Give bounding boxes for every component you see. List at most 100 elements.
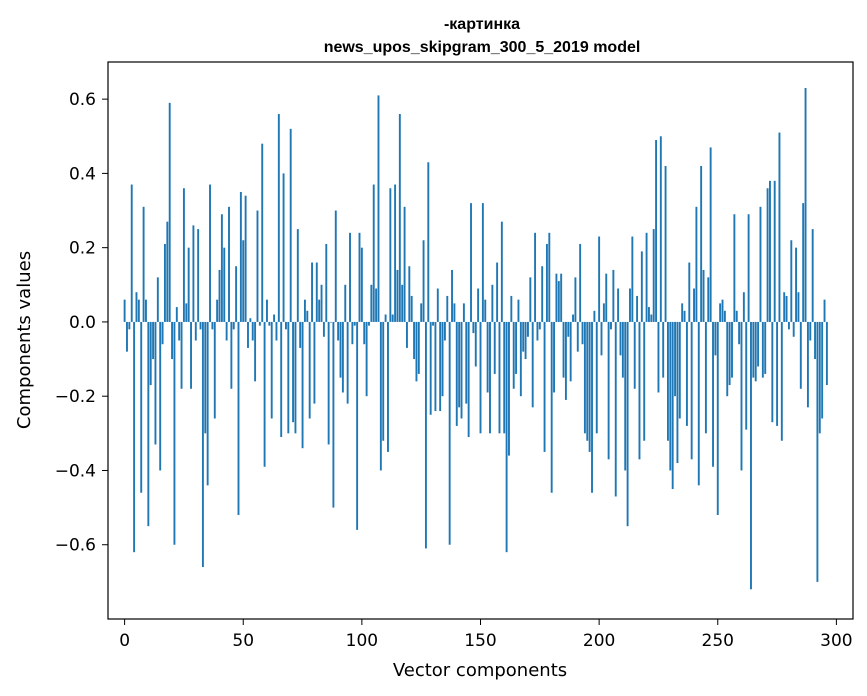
bar (403, 206, 406, 322)
bar (206, 321, 209, 486)
bar (510, 295, 513, 322)
bar (292, 321, 295, 423)
bar (330, 321, 332, 323)
bar (443, 321, 446, 341)
bar (344, 284, 347, 322)
bar (780, 321, 783, 441)
bar (648, 307, 650, 322)
bar (197, 229, 200, 322)
bar (152, 321, 155, 360)
bar (413, 321, 416, 360)
bar (605, 273, 608, 322)
bar (154, 321, 157, 445)
bar (617, 288, 620, 322)
bar (536, 321, 539, 341)
bar (576, 321, 579, 352)
bar (795, 247, 798, 322)
bar (757, 321, 760, 367)
bar (600, 321, 603, 356)
bar (652, 229, 655, 322)
bar (581, 321, 584, 345)
bar (453, 303, 456, 322)
bar (424, 321, 427, 549)
bar (676, 321, 679, 464)
bar (712, 321, 714, 467)
bar (531, 321, 534, 408)
bar (349, 232, 351, 322)
bar (377, 95, 380, 322)
bar (517, 299, 520, 322)
bar (299, 321, 302, 348)
bar (572, 314, 574, 322)
bar (434, 321, 437, 412)
bar (645, 232, 648, 322)
bar (621, 321, 624, 378)
bar (816, 321, 819, 582)
bar (128, 321, 131, 330)
bar (123, 299, 126, 322)
bar (785, 295, 788, 322)
bar (640, 251, 643, 322)
bar (709, 147, 712, 322)
bar (591, 321, 593, 493)
bar (612, 269, 615, 322)
bar (408, 266, 411, 322)
bar (254, 321, 257, 382)
bar (583, 321, 586, 434)
bar (320, 284, 323, 322)
bar (624, 321, 627, 471)
bar (282, 173, 285, 322)
bar (270, 321, 273, 419)
bar (731, 321, 733, 378)
bar (199, 321, 202, 330)
bar (541, 266, 544, 322)
bar (555, 273, 558, 322)
bar (598, 236, 601, 322)
bar (339, 321, 342, 378)
bar (515, 321, 518, 374)
bar (244, 195, 247, 322)
bar (491, 284, 494, 322)
bar (422, 240, 425, 322)
bar (493, 321, 496, 374)
y-tick-label: −0.4 (55, 461, 96, 481)
bar (294, 321, 297, 434)
bar (137, 299, 140, 322)
bar (429, 321, 432, 415)
bar (671, 321, 674, 490)
bar (567, 321, 570, 337)
bar (735, 310, 738, 322)
bar (574, 277, 577, 322)
bar (173, 321, 176, 545)
bar (171, 321, 174, 360)
bar (825, 321, 828, 386)
bar (524, 321, 527, 360)
bar (529, 277, 532, 322)
bar (285, 321, 287, 330)
bar (187, 247, 190, 322)
bar (619, 321, 622, 356)
bar (126, 321, 128, 352)
bar (486, 321, 489, 393)
bar (693, 288, 695, 322)
bar (401, 284, 404, 322)
bar (190, 321, 192, 389)
bar (441, 321, 444, 397)
bar (142, 206, 145, 322)
bar (460, 321, 463, 419)
bar (588, 321, 591, 452)
bar (356, 321, 359, 530)
bar (249, 318, 252, 322)
bar (213, 321, 216, 419)
bar (363, 321, 366, 345)
bar (674, 321, 677, 397)
bar (519, 321, 522, 397)
bar (695, 206, 698, 322)
bar (783, 292, 786, 322)
bar (296, 229, 299, 322)
bar (690, 321, 693, 460)
bar (659, 136, 662, 322)
bar (467, 321, 470, 438)
bar (446, 295, 449, 322)
bar (417, 321, 420, 374)
